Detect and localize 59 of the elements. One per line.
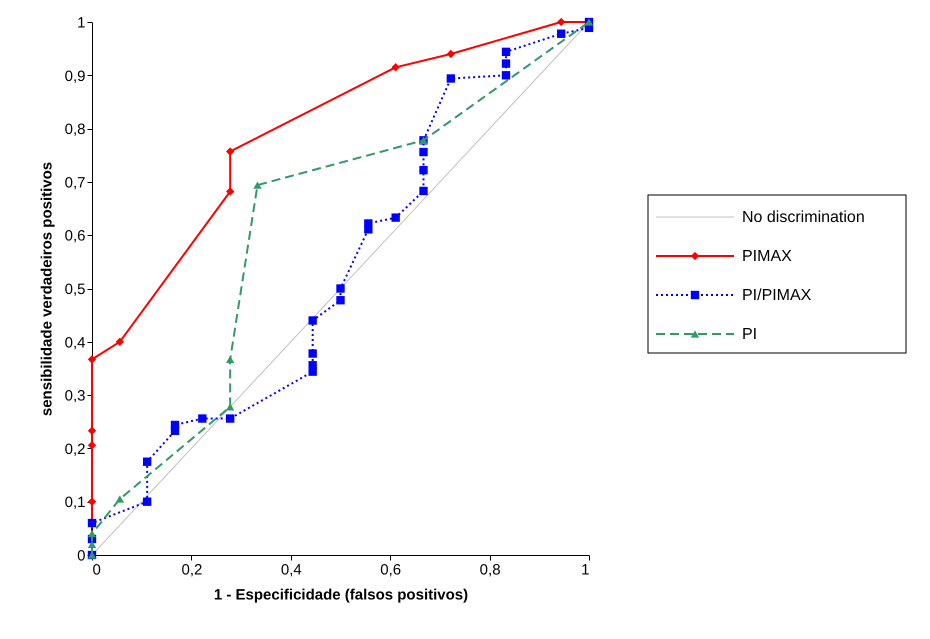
point xyxy=(116,495,124,503)
x-tick-label: 0,8 xyxy=(480,562,501,578)
point xyxy=(308,349,317,358)
y-tick-label: 0,8 xyxy=(64,121,86,138)
point xyxy=(502,71,510,80)
point xyxy=(419,166,428,174)
point xyxy=(253,181,262,189)
x-tick-label: 1 xyxy=(581,562,590,578)
y-tick-label: 0,2 xyxy=(64,440,86,458)
x-tick-label: 0 xyxy=(92,562,101,578)
y-tick-label: 1 xyxy=(77,14,86,32)
point xyxy=(556,18,566,26)
point xyxy=(226,187,234,196)
point xyxy=(308,361,317,370)
point xyxy=(391,213,400,222)
point xyxy=(446,74,456,83)
point xyxy=(88,540,96,548)
legend-label: PI/PIMAX xyxy=(742,287,812,304)
point xyxy=(226,414,234,423)
point xyxy=(336,284,345,293)
x-tick-label: 0,2 xyxy=(181,562,202,578)
point xyxy=(419,186,428,196)
point xyxy=(502,48,510,56)
point xyxy=(391,63,400,72)
point xyxy=(556,30,566,38)
legend-label: PI xyxy=(742,326,758,343)
y-tick-label: 0,9 xyxy=(64,68,86,85)
point xyxy=(226,356,234,364)
y-tick-label: 0,5 xyxy=(64,281,86,298)
point xyxy=(364,219,373,228)
y-tick-label: 0 xyxy=(77,548,86,564)
x-tick-label: 0,4 xyxy=(280,562,302,578)
point xyxy=(419,148,428,156)
y-tick-label: 0,3 xyxy=(64,388,86,405)
point xyxy=(502,59,510,68)
point xyxy=(170,420,180,430)
y-tick-label: 0,6 xyxy=(64,228,86,245)
y-tick-label: 0,1 xyxy=(64,494,86,512)
legend-label: PIMAX xyxy=(742,248,792,265)
y-axis-title: sensibilidade verdadeiros positivos xyxy=(38,162,56,416)
point xyxy=(142,498,152,506)
point xyxy=(88,530,96,538)
point xyxy=(142,458,152,466)
y-tick-label: 0,7 xyxy=(64,174,86,192)
x-tick-label: 0,6 xyxy=(380,562,402,578)
point xyxy=(88,441,96,450)
legend-label: No discrimination xyxy=(742,209,865,226)
point xyxy=(198,414,207,423)
point xyxy=(88,518,96,528)
y-tick-label: 0,4 xyxy=(64,334,86,352)
point xyxy=(116,338,124,346)
point xyxy=(88,355,96,364)
point xyxy=(446,50,456,58)
point xyxy=(88,426,96,435)
x-axis-title: 1 - Especificidade (falsos positivos) xyxy=(214,586,468,604)
point xyxy=(226,147,234,156)
point xyxy=(88,498,96,506)
point xyxy=(336,296,345,304)
point xyxy=(308,316,317,325)
